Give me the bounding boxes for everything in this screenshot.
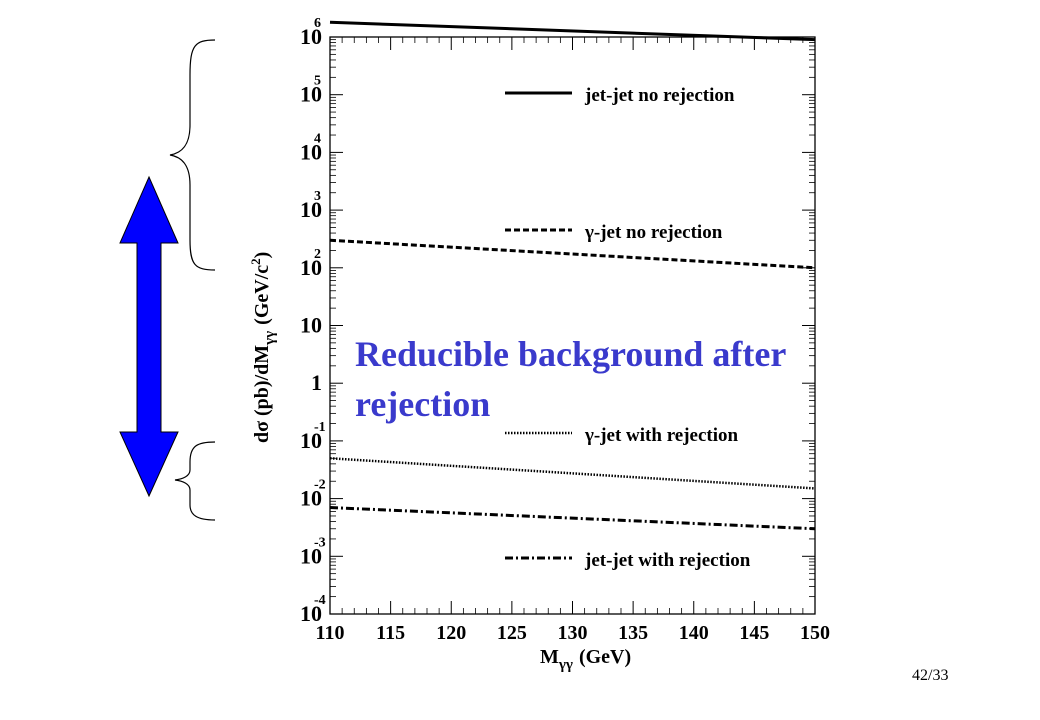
callout-line-1: Reducible background after xyxy=(355,334,786,374)
y-tick-exponent: -2 xyxy=(314,478,326,493)
series-lines xyxy=(329,20,816,531)
slide-number: 42/33 xyxy=(912,667,948,684)
x-tick-label: 125 xyxy=(497,622,527,644)
x-tick-label: 150 xyxy=(800,622,830,644)
callout-line-2: rejection xyxy=(355,384,490,424)
double-arrow xyxy=(119,175,179,498)
upper-brace xyxy=(169,39,216,271)
y-tick-label: 10 xyxy=(300,197,322,222)
series-line-dashed xyxy=(329,238,816,270)
x-tick-label: 120 xyxy=(436,622,466,644)
legend-label: jet-jet with rejection xyxy=(584,550,751,571)
x-tick-labels: 110 115 120 125 130 135 140 145 150 xyxy=(316,622,830,644)
x-tick-label: 145 xyxy=(739,622,769,644)
y-tick-exponent: 4 xyxy=(314,131,321,146)
x-tick-label: 130 xyxy=(558,622,588,644)
y-tick-label: 1 xyxy=(311,370,322,395)
x-axis-title: Mγγ (GeV) xyxy=(540,646,631,673)
y-tick-label: 10 xyxy=(300,543,322,568)
legend-label: γ-jet with rejection xyxy=(584,425,739,446)
axis-ticks xyxy=(329,36,816,615)
y-tick-exponent: 3 xyxy=(314,189,321,204)
y-tick-label: 10 xyxy=(300,601,322,626)
y-tick-label: 10 xyxy=(300,82,322,107)
y-tick-label: 10 xyxy=(300,139,322,164)
series-line-solid xyxy=(329,20,816,42)
lower-brace xyxy=(174,441,216,521)
y-tick-exponent: 5 xyxy=(314,74,321,89)
legend-label: jet-jet no rejection xyxy=(584,85,735,106)
legend-label: γ-jet no rejection xyxy=(584,222,723,243)
y-tick-exponent: -4 xyxy=(314,593,326,608)
y-tick-label: 10 xyxy=(300,255,322,280)
y-tick-label: 10 xyxy=(300,486,322,511)
y-tick-label: 10 xyxy=(300,428,322,453)
y-tick-exponent: 6 xyxy=(314,16,321,31)
y-tick-exponent: 2 xyxy=(314,247,321,262)
x-tick-label: 135 xyxy=(618,622,648,644)
series-line-dotted xyxy=(329,457,816,490)
y-tick-label: 10 xyxy=(300,24,322,49)
plot-frame xyxy=(329,36,816,615)
y-tick-exponent: -3 xyxy=(314,535,326,550)
series-line-dashdot xyxy=(329,506,816,531)
legend: jet-jet no rejection γ-jet no rejection γ-… xyxy=(505,85,751,571)
y-axis-title: dσ (pb)/dMγγ(GeV/c2) xyxy=(248,252,278,443)
x-tick-label: 110 xyxy=(316,622,345,644)
x-tick-label: 115 xyxy=(376,622,405,644)
y-tick-label: 10 xyxy=(300,313,322,338)
y-tick-exponent: -1 xyxy=(314,420,326,435)
x-tick-label: 140 xyxy=(679,622,709,644)
